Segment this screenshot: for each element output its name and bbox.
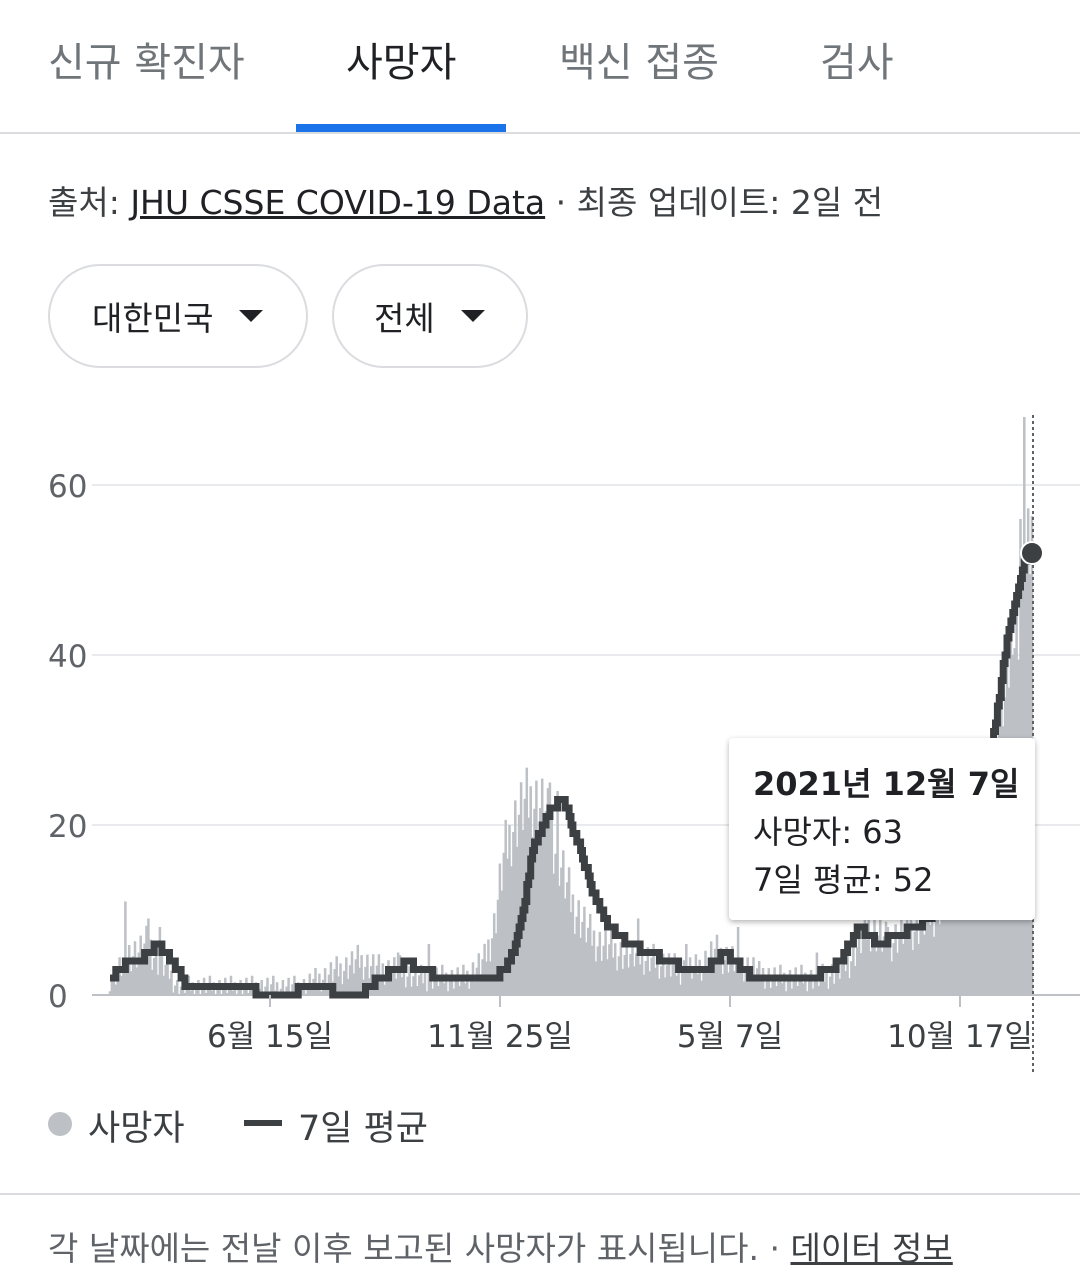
tooltip-deaths: 사망자: 63 <box>753 813 903 851</box>
tab-testing[interactable]: 검사 <box>820 40 894 86</box>
source-separator: · <box>545 183 577 222</box>
footer-divider <box>0 1193 1080 1195</box>
footer-text: 각 날짜에는 전날 이후 보고된 사망자가 표시됩니다. <box>48 1229 759 1268</box>
country-dropdown[interactable]: 대한민국 <box>48 264 308 368</box>
tooltip-average: 7일 평균: 52 <box>753 861 934 899</box>
country-dropdown-label: 대한민국 <box>92 299 214 338</box>
y-tick-label: 40 <box>48 639 87 675</box>
deaths-legend-dot-icon <box>48 1112 72 1136</box>
source-prefix: 출처: <box>48 183 131 222</box>
deaths-chart[interactable]: 60 40 20 0 6월 15일 11월 25일 5월 7일 10월 17일 <box>0 395 1080 1085</box>
tab-vaccinations[interactable]: 백신 접종 <box>559 40 719 86</box>
y-tick-label: 60 <box>48 469 87 505</box>
seven-day-average-path <box>110 549 1032 999</box>
x-tick-label: 10월 17일 <box>887 1019 1033 1055</box>
range-dropdown-label: 전체 <box>374 299 435 338</box>
range-dropdown[interactable]: 전체 <box>332 264 528 368</box>
x-tick-label: 11월 25일 <box>427 1019 573 1055</box>
y-tick-label: 20 <box>48 809 87 845</box>
legend-deaths-label: 사망자 <box>88 1109 185 1149</box>
dropdown-arrow-icon <box>239 310 264 322</box>
tab-bar: 신규 확진자 사망자 백신 접종 검사 <box>0 0 1080 134</box>
source-link[interactable]: JHU CSSE COVID-19 Data <box>130 183 546 222</box>
tab-new-cases[interactable]: 신규 확진자 <box>48 40 245 86</box>
footer-note: 각 날짜에는 전날 이후 보고된 사망자가 표시됩니다. · 데이터 정보 <box>48 1222 953 1270</box>
x-tick-label: 6월 15일 <box>207 1019 333 1055</box>
tab-deaths[interactable]: 사망자 <box>346 40 457 86</box>
active-tab-indicator <box>296 124 506 132</box>
footer-separator: · <box>759 1229 791 1268</box>
x-axis-ticks: 6월 15일 11월 25일 5월 7일 10월 17일 <box>207 995 1033 1055</box>
y-axis-ticks: 60 40 20 0 <box>48 469 87 1015</box>
source-line: 출처: JHU CSSE COVID-19 Data · 최종 업데이트: 2일… <box>48 176 883 224</box>
data-info-link[interactable]: 데이터 정보 <box>790 1229 953 1268</box>
chart-tooltip: 2021년 12월 7일 사망자: 63 7일 평균: 52 <box>729 738 1035 920</box>
y-tick-label: 0 <box>48 979 68 1015</box>
legend-average-label: 7일 평균 <box>298 1109 428 1149</box>
tooltip-date: 2021년 12월 7일 <box>753 765 1020 803</box>
dropdown-arrow-icon <box>460 310 485 322</box>
x-tick-label: 5월 7일 <box>677 1019 783 1055</box>
hover-point <box>1020 541 1044 565</box>
average-legend-line-icon <box>244 1120 282 1126</box>
last-updated: 최종 업데이트: 2일 전 <box>576 183 884 222</box>
seven-day-average-line <box>110 549 1032 999</box>
